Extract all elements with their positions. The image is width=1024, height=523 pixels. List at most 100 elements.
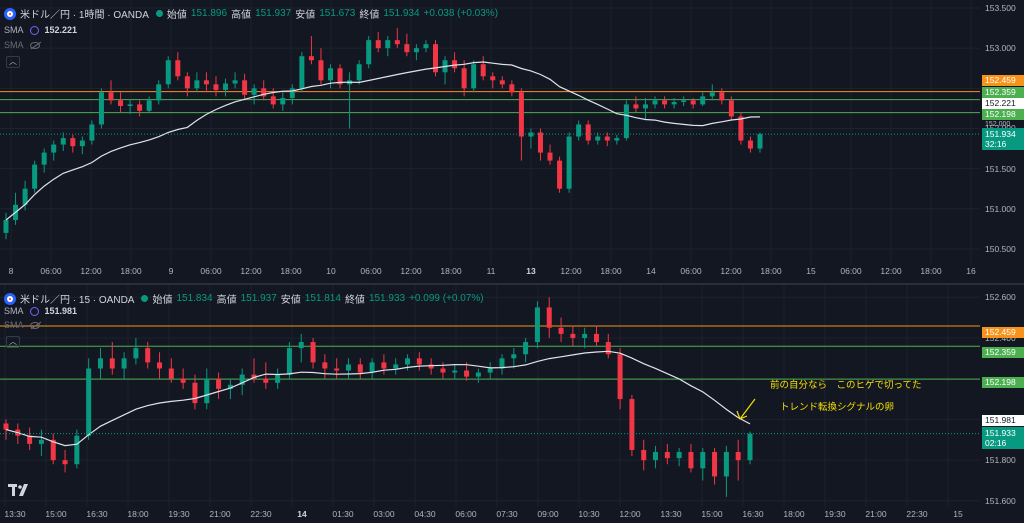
candle-body [664, 452, 670, 459]
open-value: 151.896 [190, 8, 228, 19]
candle-body [203, 80, 209, 85]
sma-legend-1[interactable]: SMA 152.221 [4, 25, 77, 35]
sma-legend-2[interactable]: SMA [4, 40, 40, 50]
high-label: 高値 [216, 295, 237, 306]
price-tick-label: 152.600 [985, 292, 1016, 303]
candle [452, 52, 458, 73]
sma-legend-1[interactable]: SMA 151.981 [4, 306, 77, 316]
candle [605, 333, 611, 359]
chart-pane-15m[interactable]: 米ドル／円 · 15 · OANDA 始値 151.834 高値 151.937 安… [0, 285, 1024, 523]
candle-body [440, 368, 446, 373]
candle-body [738, 116, 744, 141]
sma-settings-icon[interactable] [29, 25, 39, 35]
candle-body [605, 342, 611, 355]
price-tick-label: 153.500 [985, 3, 1016, 14]
symbol-title[interactable]: 米ドル／円 · 1時間 · OANDA [20, 10, 149, 21]
candle-body [216, 378, 222, 389]
candle [347, 72, 353, 129]
candle-body [62, 460, 68, 465]
candle [156, 80, 162, 105]
time-tick-label: 06:00 [200, 266, 222, 276]
candle-body [41, 152, 47, 165]
symbol-title[interactable]: 米ドル／円 · 15 · OANDA [20, 295, 135, 306]
hidden-eye-icon[interactable] [29, 41, 40, 49]
candle [145, 342, 151, 369]
time-tick-label: 21:00 [865, 509, 887, 519]
usdjpy-flag-icon [4, 7, 16, 20]
usdjpy-flag-icon [4, 292, 16, 305]
candlestick-chart-1h[interactable] [0, 0, 980, 265]
candle [641, 439, 647, 471]
candle [337, 64, 343, 89]
time-tick-label: 10:30 [578, 509, 600, 519]
candle-body [98, 92, 104, 125]
price-tag-sma: 152.221 [982, 98, 1024, 109]
time-tick-label: 21:00 [209, 509, 231, 519]
time-tick-label: 11 [486, 266, 496, 276]
candle [700, 447, 706, 481]
annotation-text-1[interactable]: 前の自分なら このヒゲで切ってた [770, 380, 922, 391]
candle-body [757, 134, 763, 149]
candle-body [652, 100, 658, 105]
chart-pane-1h[interactable]: 米ドル／円 · 1時間 · OANDA 始値 151.896 高値 151.937 … [0, 0, 1024, 283]
candle [146, 96, 152, 113]
candle [738, 112, 744, 145]
tradingview-logo-icon[interactable] [8, 483, 30, 497]
market-open-dot-icon [141, 295, 149, 302]
candle-body [747, 140, 753, 149]
sma-settings-icon[interactable] [29, 306, 39, 316]
candle-body [137, 104, 143, 111]
annotation-text-2[interactable]: トレンド転換シグナルの卵 [780, 402, 895, 413]
candle-body [175, 60, 181, 77]
time-tick-label: 18:00 [120, 266, 142, 276]
candle-body [70, 138, 76, 147]
candle [728, 96, 734, 121]
time-tick-label: 16 [966, 266, 976, 276]
price-tag-orange-line: 152.459 [982, 75, 1024, 86]
candle [614, 134, 620, 145]
candle-body [51, 144, 57, 153]
candle-body [381, 362, 387, 369]
candle-body [642, 104, 648, 109]
time-axis-top[interactable]: 8 06:00 12:00 18:00 9 06:00 12:00 18:00 10 06:00 1… [0, 266, 980, 280]
candlestick-chart-15m[interactable] [0, 285, 980, 507]
candle [27, 427, 33, 450]
collapse-legend-button[interactable]: ︿ [6, 336, 20, 348]
candle-body [280, 97, 286, 105]
candle [423, 40, 429, 53]
sma-legend-2[interactable]: SMA [4, 320, 40, 330]
candle [3, 212, 9, 240]
candle-body [184, 76, 190, 89]
candle-body [345, 364, 351, 371]
time-axis-bottom[interactable]: 13:30 15:00 16:30 18:00 19:30 21:00 22:30 14 01:… [0, 509, 980, 523]
price-tag-green-line-2: 152.198 [982, 109, 1024, 120]
time-tick-label: 18:00 [127, 509, 149, 519]
time-tick-label: 06:00 [360, 266, 382, 276]
candle-body [86, 368, 92, 436]
candle [322, 354, 328, 379]
candle [558, 317, 564, 343]
time-tick-label: 16:30 [86, 509, 108, 519]
collapse-legend-button[interactable]: ︿ [6, 56, 20, 68]
candle [480, 56, 486, 81]
candle-body [192, 382, 198, 404]
candle-body [299, 56, 305, 89]
candle-body [79, 140, 85, 147]
pane-separator[interactable] [0, 283, 1024, 285]
candle [381, 354, 387, 375]
hidden-eye-icon[interactable] [29, 321, 40, 329]
candle [165, 56, 171, 89]
sma-label: SMA [4, 306, 24, 316]
candle-body [690, 100, 696, 105]
candle-body [475, 372, 481, 377]
candle-body [546, 307, 552, 328]
candle [168, 358, 174, 383]
candle-body [518, 92, 524, 137]
candle-body [452, 60, 458, 69]
candle [700, 92, 706, 106]
time-tick-label: 10 [326, 266, 336, 276]
candle-body [723, 452, 729, 477]
candle-body [614, 138, 620, 141]
candle-body [204, 378, 210, 404]
